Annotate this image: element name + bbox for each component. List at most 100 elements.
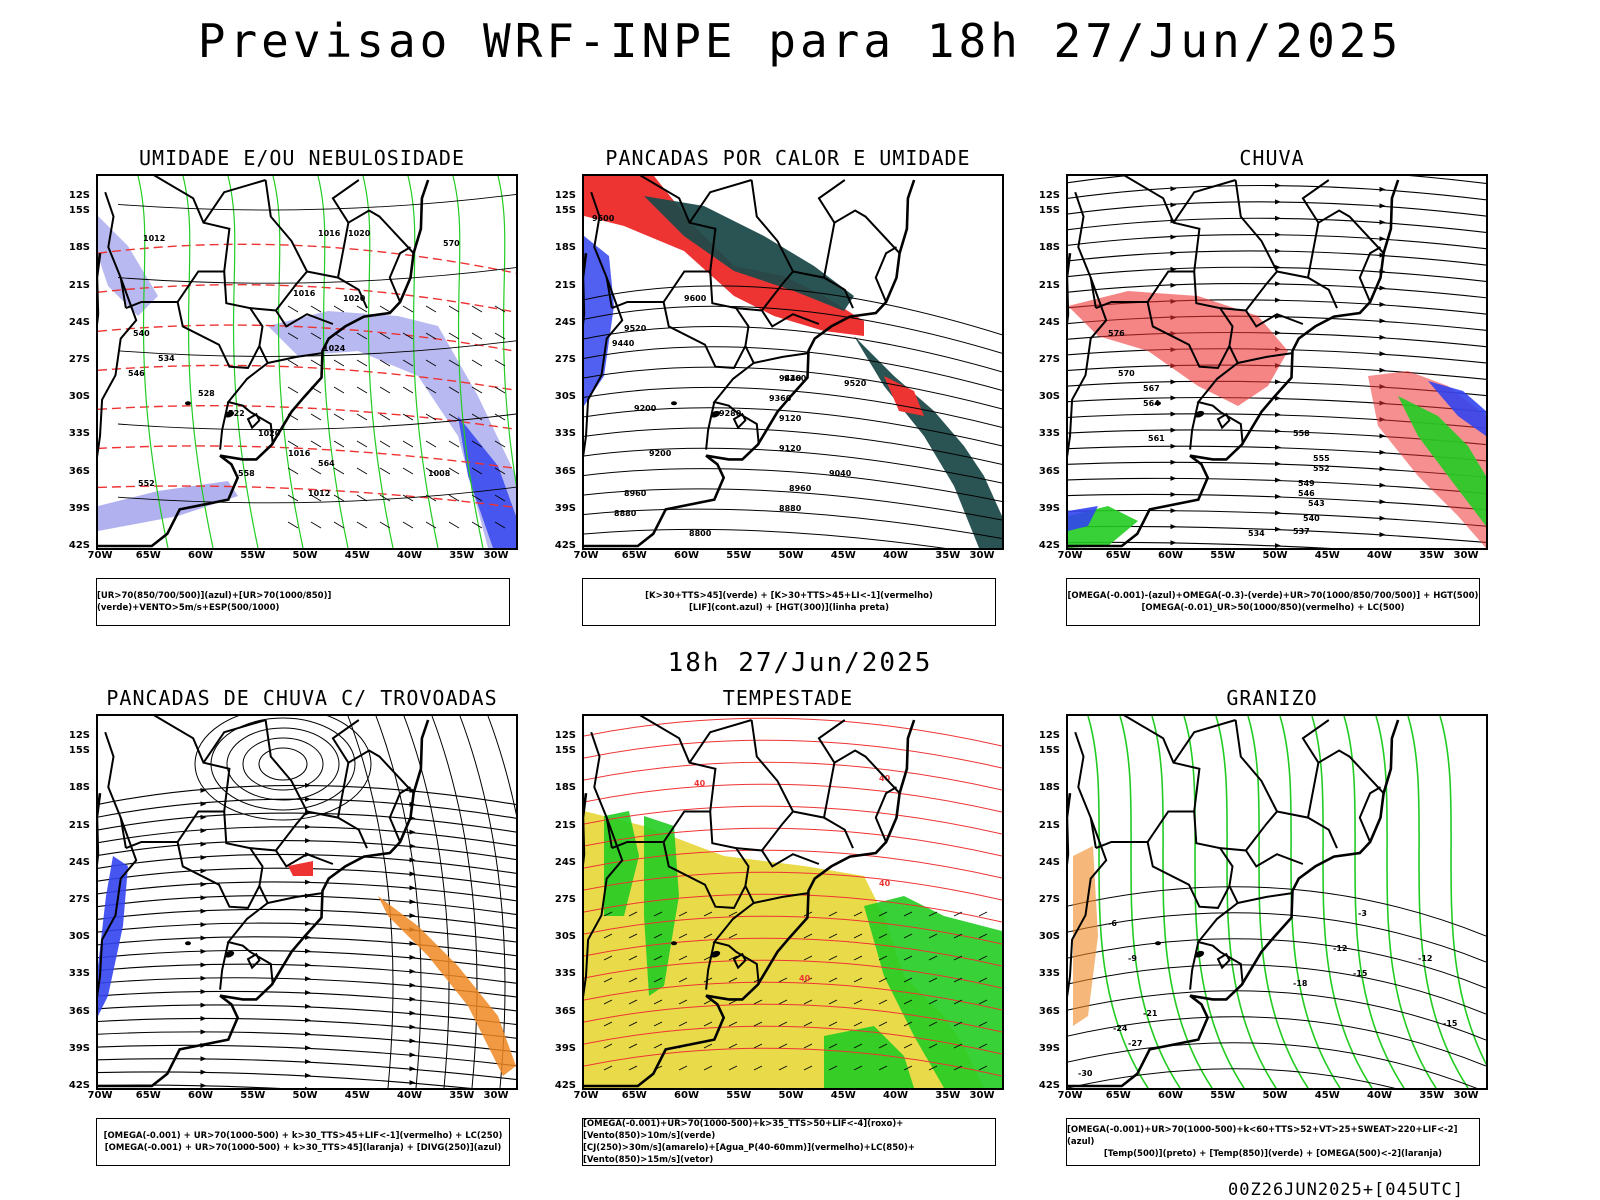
contour-label: 540 (133, 329, 150, 338)
contour-label: 1020 (258, 429, 281, 438)
latitude-tick-label: 12S (1038, 190, 1060, 201)
longitude-tick-label: 45W (1314, 550, 1340, 561)
longitude-tick-label: 35W (935, 550, 961, 561)
legend-line: [Temp(500)](preto) + [Temp(850)](verde) … (1103, 1149, 1443, 1159)
latitude-tick-label: 12S (554, 730, 576, 741)
longitude-tick-label: 35W (1419, 1090, 1445, 1101)
contour-label: -3 (1358, 909, 1367, 918)
panel-legend: [K>30+TTS>45](verde) + [K>30+TTS>45+LI<-… (582, 578, 996, 626)
latitude-tick-label: 15S (1038, 205, 1060, 217)
latitude-tick-label: 30S (554, 391, 576, 403)
map-panel-6: GRANIZO -3 -6 -9 -12 -15 -18 -21 -24 -27 -30 -15 -12… (1022, 686, 1522, 1166)
contour-label: 1012 (143, 234, 165, 243)
map-panel-2: PANCADAS POR CALOR E UMIDADE 9500 9600 9520… (538, 146, 1038, 626)
longitude-tick-label: 60W (1158, 550, 1183, 561)
latitude-tick-label: 42S (554, 540, 576, 551)
latitude-tick-label: 15S (68, 745, 90, 757)
longitude-tick-label: 40W (397, 1090, 422, 1101)
latitude-tick-label: 36S (68, 465, 90, 477)
latitude-tick-label: 21S (1038, 279, 1060, 291)
longitude-tick-label: 45W (344, 1090, 370, 1101)
contour-label: 564 (318, 459, 335, 468)
contour-label: 522 (228, 409, 245, 418)
contour-label: 555 (1313, 454, 1330, 463)
contour-label: -30 (1078, 1069, 1093, 1078)
panel-legend: [OMEGA(-0.001) + UR>70(1000-500) + k>30_… (96, 1118, 510, 1166)
longitude-axis: 70W 65W 60W 55W 50W 45W 40W 35W 30W (574, 1090, 1004, 1104)
longitude-tick-label: 65W (1105, 550, 1131, 561)
latitude-tick-label: 36S (1038, 1005, 1060, 1017)
latitude-tick-label: 42S (1038, 540, 1060, 551)
map-graphic: -3 -6 -9 -12 -15 -18 -21 -24-27 -30 -15 -12 (1068, 716, 1486, 1088)
panel-title: TEMPESTADE (722, 686, 854, 710)
forecast-map: -3 -6 -9 -12 -15 -18 -21 -24 -27 -30 -15 -12 (1066, 714, 1488, 1090)
panel-title: CHUVA (1239, 146, 1305, 170)
latitude-tick-label: 21S (68, 819, 90, 831)
contour-label: 546 (1298, 489, 1315, 498)
latitude-axis: 12S 15S 18S 21S 24S 27S 30S 33S 36S 39S 42S (1022, 174, 1066, 551)
panel-title: PANCADAS DE CHUVA C/ TROVOADAS (106, 686, 498, 710)
longitude-tick-label: 35W (449, 1090, 475, 1101)
latitude-tick-label: 18S (1038, 242, 1060, 254)
latitude-tick-label: 42S (68, 540, 90, 551)
longitude-axis: 70W 65W 60W 55W 50W 45W 40W 35W 30W (1058, 1090, 1488, 1104)
longitude-tick-label: 35W (449, 550, 475, 561)
longitude-tick-label: 70W (87, 1090, 113, 1101)
contour-label: 9440 (779, 374, 802, 383)
latitude-axis: 12S 15S 18S 21S 24S 27S 30S 33S 36S 39S 42S (52, 714, 96, 1091)
longitude-tick-label: 55W (240, 1090, 266, 1101)
contour-label: 558 (238, 469, 255, 478)
latitude-tick-label: 18S (554, 782, 576, 794)
latitude-tick-label: 33S (68, 968, 90, 980)
contour-label: 528 (198, 389, 215, 398)
longitude-tick-label: 30W (969, 1090, 995, 1101)
latitude-tick-label: 18S (68, 782, 90, 794)
contour-label: 9360 (769, 394, 792, 403)
contour-label: 1020 (343, 294, 366, 303)
latitude-tick-label: 42S (68, 1080, 90, 1091)
latitude-tick-label: 12S (554, 190, 576, 201)
latitude-tick-label: 21S (68, 279, 90, 291)
legend-line: [OMEGA(-0.001) + UR>70(1000-500) + k>30_… (103, 1131, 503, 1141)
longitude-tick-label: 40W (1367, 550, 1392, 561)
contour-label: 9120 (779, 414, 802, 423)
longitude-tick-label: 65W (135, 1090, 161, 1101)
contour-label: -21 (1143, 1009, 1158, 1018)
forecast-map: 9500 9600 9520 9440 9360 9440 9520 9360 9280 9200… (582, 174, 1004, 550)
latitude-tick-label: 15S (554, 745, 576, 757)
legend-line: [UR>70(850/700/500)](azul)+[UR>70(1000/8… (97, 591, 332, 613)
latitude-tick-label: 33S (1038, 428, 1060, 440)
legend-line: [OMEGA(-0.01)_UR>50(1000/850)(vermelho) … (1141, 603, 1405, 613)
contour-label: 561 (1148, 434, 1165, 443)
latitude-tick-label: 18S (554, 242, 576, 254)
latitude-tick-label: 39S (68, 1042, 90, 1054)
longitude-tick-label: 45W (830, 1090, 856, 1101)
map-graphic (98, 716, 516, 1088)
latitude-tick-label: 36S (554, 465, 576, 477)
longitude-tick-label: 55W (726, 550, 752, 561)
longitude-tick-label: 50W (778, 550, 804, 561)
longitude-tick-label: 55W (1210, 1090, 1236, 1101)
contour-label: -9 (1128, 954, 1137, 963)
longitude-tick-label: 60W (188, 1090, 213, 1101)
map-graphic: 9500960095209440936094409520936092809200… (584, 176, 1002, 548)
longitude-tick-label: 40W (397, 550, 422, 561)
longitude-tick-label: 60W (188, 550, 213, 561)
contour-label: 564 (1143, 399, 1160, 408)
panel-legend: [OMEGA(-0.001)-(azul)+OMEGA(-0.3)-(verde… (1066, 578, 1480, 626)
legend-line: [OMEGA(-0.001) + UR>70(1000-500) + k>30_… (104, 1143, 502, 1153)
mid-forecast-time: 18h 27/Jun/2025 (667, 648, 933, 678)
latitude-tick-label: 27S (1038, 354, 1060, 365)
latitude-tick-label: 24S (1038, 856, 1060, 868)
contour-label: -15 (1443, 1019, 1458, 1028)
contour-label: 534 (158, 354, 175, 363)
latitude-axis: 12S 15S 18S 21S 24S 27S 30S 33S 36S 39S 42S (538, 174, 582, 551)
latitude-tick-label: 27S (68, 894, 90, 905)
contour-label: 1016 (288, 449, 311, 458)
latitude-tick-label: 33S (1038, 968, 1060, 980)
contour-label: 8960 (624, 489, 647, 498)
longitude-tick-label: 50W (1262, 1090, 1288, 1101)
contour-label: 1016 (293, 289, 316, 298)
contour-label: 9520 (844, 379, 867, 388)
contour-label: 9520 (624, 324, 647, 333)
